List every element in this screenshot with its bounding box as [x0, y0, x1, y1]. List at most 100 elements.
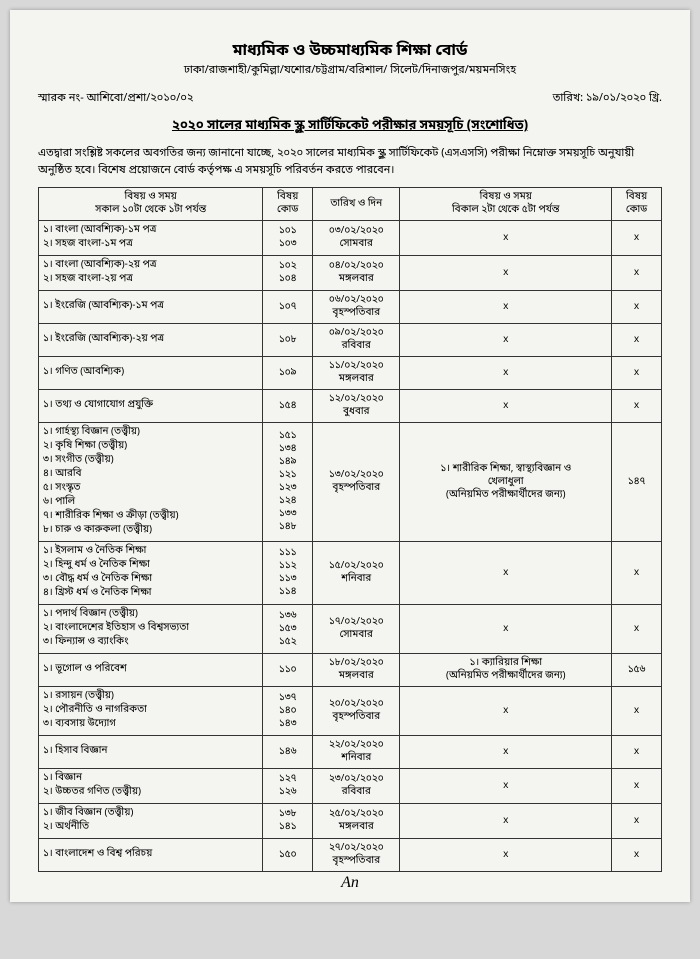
cell-code-afternoon: x [612, 256, 662, 291]
meta-row: স্মারক নং- আশিবো/প্রশা/২০১০/০২ তারিখ: ১৯… [38, 92, 662, 106]
cell-code-afternoon: x [612, 291, 662, 324]
th-subject-afternoon: বিষয় ও সময় বিকাল ২টা থেকে ৫টা পর্যন্ত [400, 188, 612, 221]
cell-code-afternoon: x [612, 605, 662, 654]
cell-code-afternoon: ১৫৬ [612, 654, 662, 687]
cell-subjects-afternoon: x [400, 357, 612, 390]
cell-date: ০৪/০২/২০২০ মঙ্গলবার [313, 256, 400, 291]
cell-subjects-morning: ১। জীব বিজ্ঞান (তত্ত্বীয়)২। অর্থনীতি [39, 804, 263, 839]
reference-number: স্মারক নং- আশিবো/প্রশা/২০১০/০২ [38, 92, 193, 106]
cell-subjects-afternoon: x [400, 324, 612, 357]
cell-subjects-morning: ১। রসায়ন (তত্ত্বীয়)২। পৌরনীতি ও নাগরিক… [39, 687, 263, 736]
cell-codes-morning: ১০৮ [263, 324, 313, 357]
cell-subjects-afternoon: x [400, 687, 612, 736]
intro-paragraph: এতদ্বারা সংশ্লিষ্ট সকলের অবগতির জন্য জান… [38, 146, 662, 179]
cell-date: ১৫/০২/২০২০ শনিবার [313, 542, 400, 605]
cell-code-afternoon: x [612, 769, 662, 804]
th-code-afternoon: বিষয় কোড [612, 188, 662, 221]
cell-date: ১৩/০২/২০২০ বৃহস্পতিবার [313, 423, 400, 542]
cell-code-afternoon: x [612, 221, 662, 256]
cell-subjects-afternoon: x [400, 221, 612, 256]
board-cities: ঢাকা/রাজশাহী/কুমিল্লা/যশোর/চট্টগ্রাম/বরি… [38, 64, 662, 78]
cell-date: ০৯/০২/২০২০ রবিবার [313, 324, 400, 357]
cell-code-afternoon: x [612, 357, 662, 390]
table-row: ১। ইংরেজি (আবশ্যিক)-২য় পত্র১০৮০৯/০২/২০২… [39, 324, 662, 357]
cell-code-afternoon: x [612, 839, 662, 872]
cell-subjects-afternoon: x [400, 542, 612, 605]
cell-subjects-morning: ১। বাংলা (আবশ্যিক)-২য় পত্র২। সহজ বাংলা-… [39, 256, 263, 291]
issue-date: তারিখ: ১৯/০১/২০২০ খ্রি. [553, 92, 662, 106]
signature: An [38, 874, 662, 892]
cell-code-afternoon: x [612, 687, 662, 736]
table-row: ১। গার্হস্থ্য বিজ্ঞান (তত্ত্বীয়)২। কৃষি… [39, 423, 662, 542]
table-row: ১। তথ্য ও যোগাযোগ প্রযুক্তি১৫৪১২/০২/২০২০… [39, 390, 662, 423]
cell-subjects-afternoon: ১। ক্যারিয়ার শিক্ষা (অনিয়মিত পরীক্ষার্… [400, 654, 612, 687]
table-row: ১। রসায়ন (তত্ত্বীয়)২। পৌরনীতি ও নাগরিক… [39, 687, 662, 736]
th-subject-morning: বিষয় ও সময় সকাল ১০টা থেকে ১টা পর্যন্ত [39, 188, 263, 221]
cell-subjects-morning: ১। তথ্য ও যোগাযোগ প্রযুক্তি [39, 390, 263, 423]
cell-code-afternoon: ১৪৭ [612, 423, 662, 542]
cell-codes-morning: ১৩৬১৫৩১৫২ [263, 605, 313, 654]
cell-code-afternoon: x [612, 736, 662, 769]
cell-date: ১৮/০২/২০২০ মঙ্গলবার [313, 654, 400, 687]
cell-subjects-afternoon: x [400, 769, 612, 804]
table-row: ১। হিসাব বিজ্ঞান১৪৬২২/০২/২০২০ শনিবারxx [39, 736, 662, 769]
table-row: ১। জীব বিজ্ঞান (তত্ত্বীয়)২। অর্থনীতি১৩৮… [39, 804, 662, 839]
cell-subjects-morning: ১। বিজ্ঞান২। উচ্চতর গণিত (তত্ত্বীয়) [39, 769, 263, 804]
table-row: ১। বিজ্ঞান২। উচ্চতর গণিত (তত্ত্বীয়)১২৭১… [39, 769, 662, 804]
table-row: ১। ইংরেজি (আবশ্যিক)-১ম পত্র১০৭০৬/০২/২০২০… [39, 291, 662, 324]
cell-code-afternoon: x [612, 390, 662, 423]
cell-codes-morning: ১৫০ [263, 839, 313, 872]
cell-code-afternoon: x [612, 324, 662, 357]
cell-codes-morning: ১২৭১২৬ [263, 769, 313, 804]
cell-subjects-afternoon: x [400, 605, 612, 654]
document-page: মাধ্যমিক ও উচ্চমাধ্যমিক শিক্ষা বোর্ড ঢাক… [10, 10, 690, 902]
cell-date: ২২/০২/২০২০ শনিবার [313, 736, 400, 769]
cell-codes-morning: ১৪৬ [263, 736, 313, 769]
cell-subjects-morning: ১। ইসলাম ও নৈতিক শিক্ষা২। হিন্দু ধর্ম ও … [39, 542, 263, 605]
cell-subjects-afternoon: x [400, 804, 612, 839]
table-row: ১। ভূগোল ও পরিবেশ১১০১৮/০২/২০২০ মঙ্গলবার১… [39, 654, 662, 687]
cell-date: ১২/০২/২০২০ বুধবার [313, 390, 400, 423]
cell-subjects-afternoon: x [400, 839, 612, 872]
table-row: ১। পদার্থ বিজ্ঞান (তত্ত্বীয়)২। বাংলাদেশ… [39, 605, 662, 654]
table-row: ১। ইসলাম ও নৈতিক শিক্ষা২। হিন্দু ধর্ম ও … [39, 542, 662, 605]
cell-date: ১১/০২/২০২০ মঙ্গলবার [313, 357, 400, 390]
cell-codes-morning: ১৩৮১৪১ [263, 804, 313, 839]
cell-subjects-morning: ১। হিসাব বিজ্ঞান [39, 736, 263, 769]
cell-codes-morning: ১৫৪ [263, 390, 313, 423]
cell-subjects-morning: ১। পদার্থ বিজ্ঞান (তত্ত্বীয়)২। বাংলাদেশ… [39, 605, 263, 654]
cell-subjects-morning: ১। ভূগোল ও পরিবেশ [39, 654, 263, 687]
table-row: ১। গণিত (আবশ্যিক)১০৯১১/০২/২০২০ মঙ্গলবারx… [39, 357, 662, 390]
th-code-morning: বিষয় কোড [263, 188, 313, 221]
cell-codes-morning: ১০১১০৩ [263, 221, 313, 256]
cell-subjects-morning: ১। ইংরেজি (আবশ্যিক)-১ম পত্র [39, 291, 263, 324]
cell-subjects-morning: ১। গণিত (আবশ্যিক) [39, 357, 263, 390]
cell-date: ০৩/০২/২০২০ সোমবার [313, 221, 400, 256]
cell-codes-morning: ১৫১১৩৪১৪৯১২১১২৩১২৪১৩৩১৪৮ [263, 423, 313, 542]
cell-codes-morning: ১০২১০৪ [263, 256, 313, 291]
cell-date: ২৫/০২/২০২০ মঙ্গলবার [313, 804, 400, 839]
cell-subjects-afternoon: x [400, 256, 612, 291]
cell-subjects-morning: ১। গার্হস্থ্য বিজ্ঞান (তত্ত্বীয়)২। কৃষি… [39, 423, 263, 542]
cell-codes-morning: ১১০ [263, 654, 313, 687]
document-title: ২০২০ সালের মাধ্যমিক স্কুল সার্টিফিকেট পর… [38, 114, 662, 136]
table-row: ১। বাংলা (আবশ্যিক)-২য় পত্র২। সহজ বাংলা-… [39, 256, 662, 291]
cell-subjects-afternoon: x [400, 736, 612, 769]
board-name: মাধ্যমিক ও উচ্চমাধ্যমিক শিক্ষা বোর্ড [38, 40, 662, 62]
cell-date: ০৬/০২/২০২০ বৃহস্পতিবার [313, 291, 400, 324]
cell-subjects-afternoon: x [400, 291, 612, 324]
cell-code-afternoon: x [612, 542, 662, 605]
cell-date: ২৭/০২/২০২০ বৃহস্পতিবার [313, 839, 400, 872]
table-row: ১। বাংলা (আবশ্যিক)-১ম পত্র২। সহজ বাংলা-১… [39, 221, 662, 256]
th-date: তারিখ ও দিন [313, 188, 400, 221]
cell-date: ১৭/০২/২০২০ সোমবার [313, 605, 400, 654]
cell-subjects-morning: ১। ইংরেজি (আবশ্যিক)-২য় পত্র [39, 324, 263, 357]
cell-date: ২৩/০২/২০২০ রবিবার [313, 769, 400, 804]
cell-codes-morning: ১১১১১২১১৩১১৪ [263, 542, 313, 605]
cell-date: ২০/০২/২০২০ বৃহস্পতিবার [313, 687, 400, 736]
cell-subjects-afternoon: x [400, 390, 612, 423]
exam-schedule-table: বিষয় ও সময় সকাল ১০টা থেকে ১টা পর্যন্ত … [38, 187, 662, 872]
cell-codes-morning: ১০৯ [263, 357, 313, 390]
table-row: ১। বাংলাদেশ ও বিশ্ব পরিচয়১৫০২৭/০২/২০২০ … [39, 839, 662, 872]
cell-subjects-afternoon: ১। শারীরিক শিক্ষা, স্বাস্থ্যবিজ্ঞান ও খে… [400, 423, 612, 542]
